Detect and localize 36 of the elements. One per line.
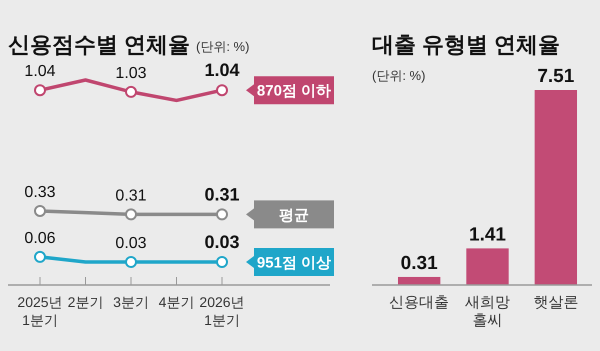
data-label: 0.31 — [115, 187, 147, 204]
data-label: 7.51 — [537, 66, 575, 87]
x-tick-label: 3분기 — [113, 294, 149, 310]
x-tick-label: 새희망 홀씨 — [465, 294, 510, 329]
point — [125, 208, 137, 220]
series-label: 870점 이하 — [256, 82, 332, 100]
point — [216, 208, 228, 220]
text: 평균 — [279, 206, 309, 224]
data-label: 1.04 — [24, 63, 56, 80]
data-label: 1.41 — [469, 224, 506, 246]
x-tick-label: 햇살론 — [533, 294, 578, 311]
data-label: 1.04 — [204, 60, 240, 80]
point — [216, 84, 228, 96]
point — [125, 256, 137, 268]
x-tick-label: 2025년 1분기 — [17, 294, 63, 328]
data-label: 1.03 — [115, 64, 147, 82]
chart-subtitle: (단위: %) — [372, 68, 426, 83]
data-label: 0.31 — [204, 184, 240, 204]
x-tick-label: 4분기 — [158, 294, 194, 310]
data-label: 0.33 — [24, 184, 56, 201]
data-label: 0.03 — [204, 232, 240, 252]
point — [34, 204, 46, 217]
chart-subtitle: (단위: %) — [196, 39, 250, 54]
data-label: 0.31 — [400, 252, 438, 274]
x-tick-label: 2분기 — [68, 294, 104, 310]
point — [216, 256, 228, 268]
data-label: 0.03 — [115, 235, 147, 252]
series-label: 951점 이상 — [256, 254, 332, 272]
data-label: 0.06 — [24, 230, 56, 247]
x-tick-label: 2026년 1분기 — [199, 294, 245, 328]
point — [34, 250, 46, 263]
point — [34, 84, 46, 96]
chart-title: 대출 유형별 연체율 — [372, 32, 560, 57]
chart-title: 신용점수별 연체율 — [8, 32, 190, 57]
point — [125, 86, 137, 98]
x-tick-label: 신용대출 — [389, 294, 450, 311]
